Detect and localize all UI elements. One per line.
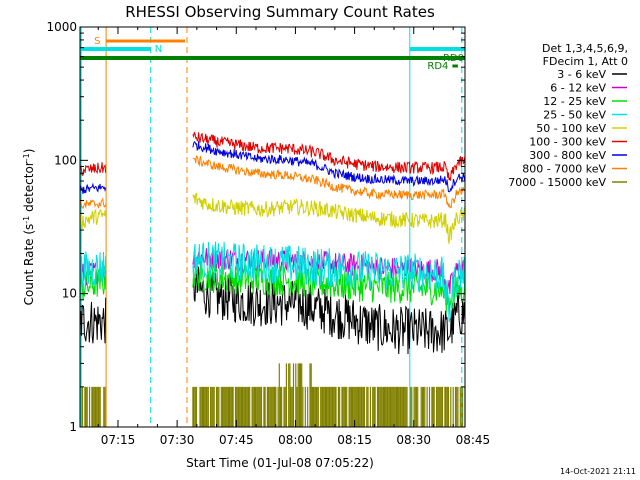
- legend-entry-label: 25 - 50 keV: [543, 109, 606, 122]
- legend-header-line-2: FDecim 1, Att 0: [543, 55, 628, 68]
- series-line: [192, 131, 466, 181]
- series-300-800kev: [79, 141, 466, 195]
- x-tick-label: 07:45: [219, 433, 254, 447]
- x-tick-label: 08:00: [278, 433, 313, 447]
- series-7000-15000-kev: [79, 363, 466, 427]
- x-axis: 07:15 07:30 07:45 08:00 08:15 08:30 08:45: [97, 27, 491, 447]
- x-tick-label: 08:30: [396, 433, 431, 447]
- series-3-6kev: [79, 266, 466, 355]
- interval-bar-n: [80, 47, 151, 51]
- y-axis-label-main: Count Rate (s: [22, 224, 36, 306]
- x-axis-label: Start Time (01-Jul-08 07:05:22): [186, 456, 374, 470]
- legend-entry-label: 800 - 7000 keV: [522, 163, 606, 176]
- x-tick-label: 08:45: [456, 433, 491, 447]
- series-line: [192, 266, 466, 355]
- y-axis-label: Count Rate (s-1 detector-1): [22, 149, 37, 306]
- legend-entry-label: 300 - 800 keV: [529, 149, 606, 162]
- interval-bar-rd4: [452, 64, 458, 68]
- interval-label-rd4: RD4: [427, 61, 448, 72]
- interval-bar-n: [409, 47, 465, 51]
- interval-label-s: S: [94, 36, 100, 47]
- series-50-100kev: [79, 192, 466, 244]
- series-line: [192, 141, 466, 193]
- interval-label-rd0: RD0: [443, 53, 464, 64]
- x-tick-label: 08:15: [337, 433, 372, 447]
- series-800-7000kev: [79, 155, 466, 210]
- y-axis-label-sup1: -1: [22, 216, 31, 224]
- y-axis-label-end: ): [22, 149, 36, 154]
- footer-timestamp: 14-Oct-2021 21:11: [560, 467, 636, 476]
- legend-header-line-1: Det 1,3,4,5,6,9,: [542, 42, 628, 55]
- legend-entry-label: 7000 - 15000 keV: [508, 176, 606, 189]
- legend-entry-label: 50 - 100 keV: [536, 122, 606, 135]
- interval-bar-rd0: [80, 56, 465, 60]
- y-axis: 1 10 100 1000: [46, 20, 465, 434]
- series-line: [79, 251, 107, 292]
- plot-frame: [79, 26, 466, 428]
- legend-entry-label: 12 - 25 keV: [543, 95, 606, 108]
- y-tick-label: 100: [54, 153, 77, 167]
- series-line: [79, 209, 107, 230]
- legend-entry-label: 100 - 300 keV: [529, 136, 606, 149]
- legend-entry-label: 6 - 12 keV: [550, 82, 606, 95]
- interval-label-n: N: [155, 44, 162, 55]
- legend: Det 1,3,4,5,6,9, FDecim 1, Att 0 3 - 6 k…: [508, 42, 628, 189]
- series-100-300kev: [79, 131, 466, 181]
- x-tick-label: 07:30: [160, 433, 195, 447]
- series-line: [79, 197, 107, 210]
- series-line: [79, 162, 107, 176]
- series-line: [192, 155, 466, 209]
- series-line: [79, 182, 107, 195]
- y-tick-label: 10: [62, 287, 77, 301]
- series-25-50kev: [79, 241, 466, 323]
- x-tick-label: 07:15: [101, 433, 136, 447]
- interval-bar-s: [106, 39, 185, 43]
- series-line: [192, 192, 466, 244]
- y-axis-label-mid: detector: [22, 161, 36, 216]
- y-axis-label-sup2: -1: [22, 153, 31, 161]
- y-tick-label: 1000: [46, 20, 77, 34]
- series-line: [192, 241, 466, 323]
- y-tick-label: 1: [69, 420, 77, 434]
- legend-entry-label: 3 - 6 keV: [557, 68, 606, 81]
- chart-title: RHESSI Observing Summary Count Rates: [125, 3, 435, 21]
- series-line: [79, 297, 107, 344]
